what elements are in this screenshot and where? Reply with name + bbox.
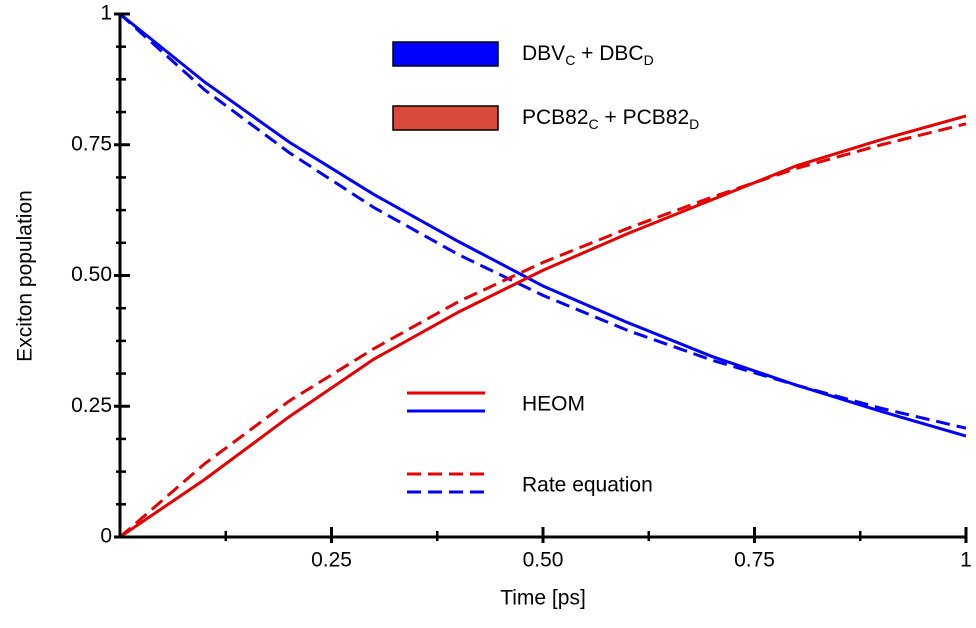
series-line [119,122,967,539]
legend-label-part: DBV [522,42,565,65]
legend-label: DBVC + DBCD [522,42,654,68]
legend-swatch [392,105,499,131]
x-tick-label: 0.25 [311,549,352,572]
x-tick-label: 0.75 [734,549,775,572]
legend-label-part: + DBC [575,42,643,65]
y-tick-label: 0.25 [71,394,112,417]
y-tick-label: 0.50 [71,263,112,286]
x-axis-label: Time [ps] [500,587,586,610]
y-tick-label: 0 [100,525,112,548]
legend-label-part: C [589,116,599,132]
legend-label: Rate equation [522,474,653,497]
legend-label-part: D [644,52,654,68]
legend-label-part: + PCB82 [599,106,689,129]
legend-label-part: C [565,52,575,68]
legend-label: HEOM [522,393,585,416]
legend-label-part: PCB82 [522,106,589,129]
y-tick-label: 0.75 [71,132,112,155]
series-line [118,12,967,430]
x-tick-label: 0.50 [523,549,564,572]
y-axis-label: Exciton population [14,190,37,362]
x-tick-label: 1 [960,549,972,572]
y-tick-label: 1 [100,2,112,25]
legend-swatch [392,41,499,67]
legend-label-part: D [689,116,699,132]
legend-label: PCB82C + PCB82D [522,106,699,132]
series-line [119,114,967,539]
series-line [119,12,967,438]
